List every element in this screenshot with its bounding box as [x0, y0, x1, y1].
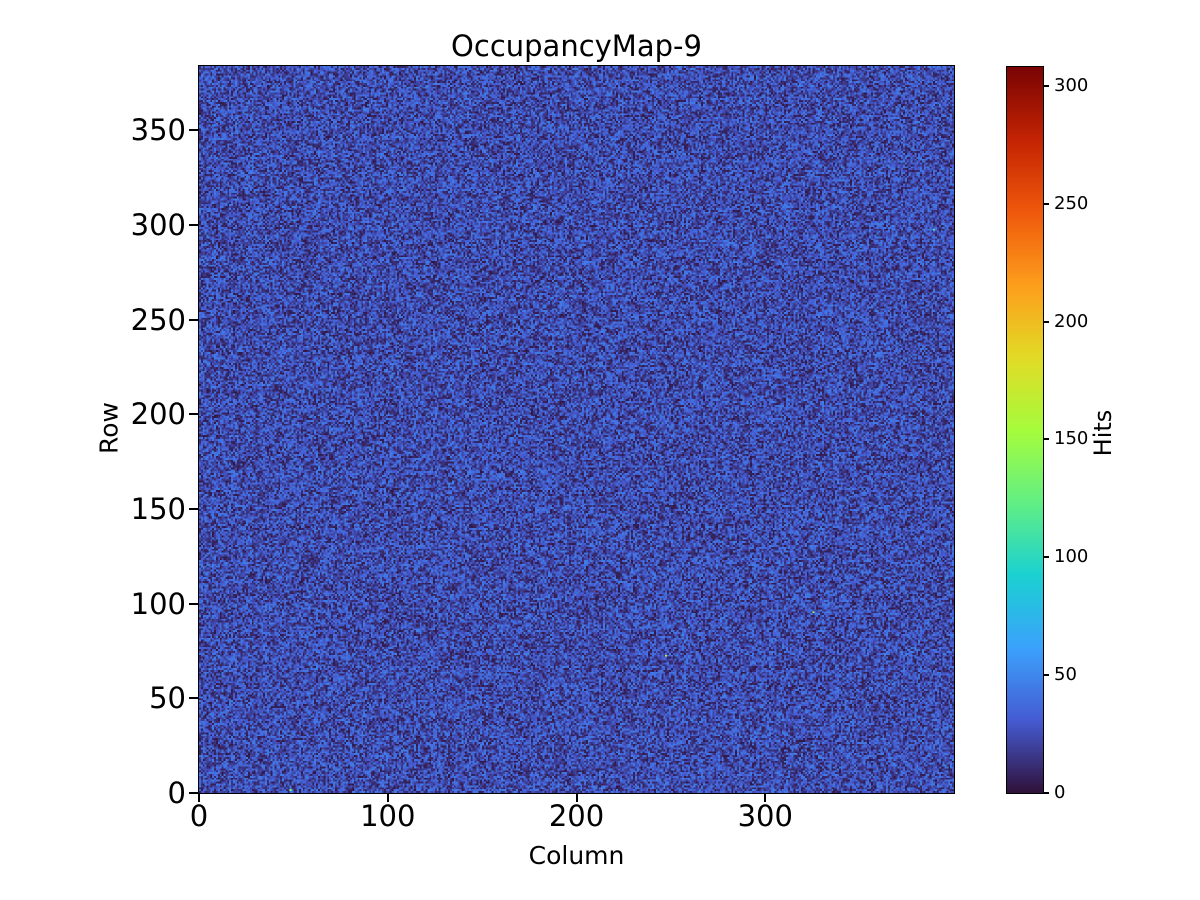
y-tick-mark — [189, 697, 198, 700]
y-tick-label: 350 — [130, 113, 186, 148]
y-tick-label: 200 — [130, 397, 186, 432]
colorbar-tick-label: 50 — [1054, 664, 1077, 686]
x-tick-label: 0 — [189, 799, 209, 833]
x-axis-label: Column — [528, 841, 625, 870]
colorbar-tick-mark — [1044, 556, 1049, 559]
heatmap-canvas — [199, 66, 954, 793]
chart-title: OccupancyMap-9 — [451, 29, 702, 63]
colorbar-tick-label: 0 — [1054, 782, 1066, 803]
y-tick-label: 50 — [149, 681, 186, 716]
colorbar-tick-mark — [1044, 792, 1049, 794]
colorbar-tick-label: 150 — [1054, 428, 1089, 450]
x-tick-label: 300 — [737, 799, 793, 833]
colorbar-tick-label: 250 — [1054, 192, 1089, 214]
colorbar — [1006, 66, 1044, 794]
colorbar-canvas — [1007, 67, 1043, 793]
y-tick-mark — [189, 792, 198, 794]
x-tick-label: 100 — [360, 799, 416, 833]
y-tick-mark — [189, 129, 198, 132]
x-tick-mark — [386, 794, 389, 802]
heatmap-plot-area — [198, 65, 955, 794]
y-tick-mark — [189, 224, 198, 227]
x-tick-mark — [198, 794, 200, 802]
colorbar-tick-mark — [1044, 320, 1049, 323]
y-tick-mark — [189, 413, 198, 416]
colorbar-tick-mark — [1044, 202, 1049, 205]
y-tick-label: 300 — [130, 208, 186, 243]
y-tick-mark — [189, 508, 198, 511]
x-tick-label: 200 — [548, 799, 605, 833]
y-tick-label: 150 — [130, 492, 186, 527]
colorbar-tick-label: 200 — [1054, 310, 1089, 332]
y-tick-mark — [189, 318, 198, 321]
colorbar-tick-mark — [1044, 438, 1049, 441]
y-tick-label: 250 — [130, 302, 186, 337]
x-tick-mark — [764, 794, 767, 802]
colorbar-tick-mark — [1044, 674, 1049, 677]
colorbar-tick-label: 100 — [1054, 546, 1089, 568]
y-tick-mark — [189, 602, 198, 605]
colorbar-tick-label: 300 — [1054, 74, 1089, 96]
x-tick-mark — [575, 794, 578, 802]
y-tick-label: 100 — [130, 586, 186, 621]
colorbar-tick-mark — [1044, 84, 1049, 87]
y-tick-label: 0 — [167, 776, 186, 810]
